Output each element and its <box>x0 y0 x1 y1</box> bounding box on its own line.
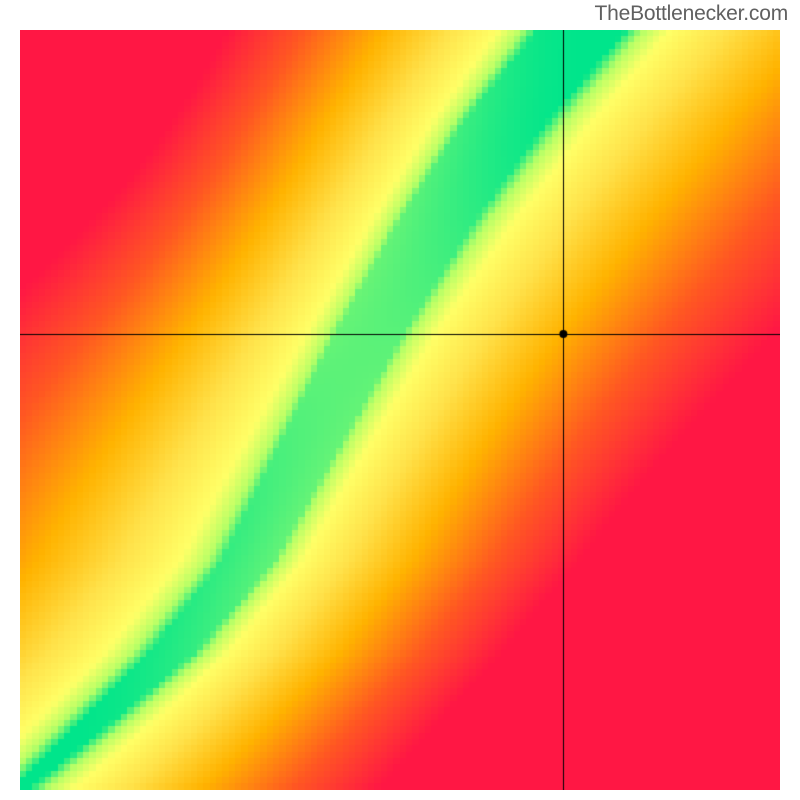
bottleneck-heatmap <box>20 30 780 790</box>
attribution-text: TheBottlenecker.com <box>595 2 788 26</box>
